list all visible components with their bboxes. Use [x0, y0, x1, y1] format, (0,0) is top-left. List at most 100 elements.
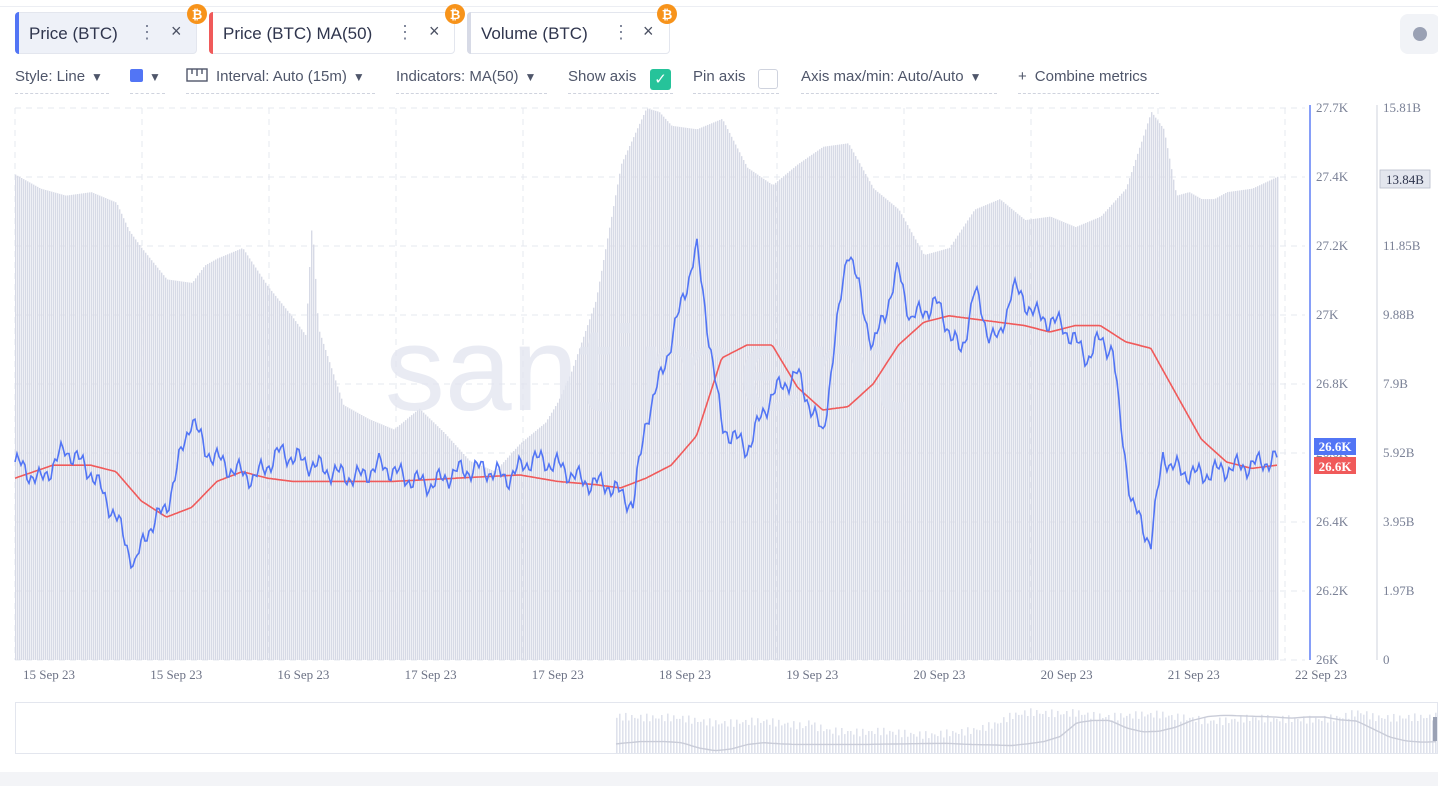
volume-bar: [1055, 218, 1057, 660]
volume-bar: [721, 119, 723, 661]
navigator-bar: [1408, 714, 1410, 753]
volume-bar: [861, 166, 863, 660]
volume-bar: [147, 255, 149, 660]
navigator-bar: [955, 732, 957, 753]
volume-bar: [497, 468, 499, 660]
navigator-bar: [1330, 714, 1332, 753]
record-button[interactable]: [1400, 14, 1438, 54]
volume-bar: [923, 253, 925, 660]
volume-bar: [483, 466, 485, 660]
show-axis-checkbox[interactable]: ✓: [650, 69, 671, 90]
volume-bar: [323, 343, 325, 660]
pin-axis-checkbox[interactable]: [758, 69, 778, 89]
volume-bar: [507, 457, 509, 660]
navigator-bar: [694, 717, 696, 753]
volume-bar: [139, 244, 141, 660]
volume-bar: [699, 128, 701, 660]
volume-bar: [979, 207, 981, 660]
volume-bar: [371, 420, 373, 660]
volume-bar: [555, 406, 557, 660]
pin-axis-toggle[interactable]: Pin axis: [693, 68, 779, 94]
volume-bar: [519, 444, 521, 660]
volume-bar: [455, 445, 457, 660]
volume-bar: [65, 195, 67, 660]
navigator-bar: [703, 719, 705, 753]
navigator-bar: [1231, 719, 1233, 753]
volume-bar: [1139, 147, 1141, 660]
volume-bar: [471, 461, 473, 660]
volume-bar: [937, 251, 939, 661]
combine-metrics-button[interactable]: + Combine metrics: [1018, 68, 1159, 94]
volume-bar: [349, 408, 351, 660]
volume-bar: [933, 252, 935, 660]
volume-bar: [287, 310, 289, 660]
metric-tab-price-ma[interactable]: Price (BTC) MA(50) ⋮ × ₿: [209, 4, 465, 54]
close-icon[interactable]: ×: [171, 21, 182, 41]
navigator-bar: [1285, 723, 1287, 753]
indicators-dropdown[interactable]: Indicators: MA(50) ▼: [396, 68, 547, 94]
price-tick-label: 26K: [1316, 652, 1339, 667]
show-axis-toggle[interactable]: Show axis: [568, 68, 673, 94]
navigator-bar: [844, 734, 846, 753]
volume-bar: [785, 174, 787, 660]
navigator-bar: [1246, 714, 1248, 753]
interval-dropdown[interactable]: Interval: Auto (15m) ▼: [186, 68, 375, 94]
volume-bar: [17, 175, 19, 660]
navigator-bar: [1048, 716, 1050, 753]
volume-bar: [761, 177, 763, 660]
volume-bar: [103, 197, 105, 661]
ruler-icon: [186, 68, 208, 82]
navigator-bar: [634, 717, 636, 753]
more-options-icon[interactable]: ⋮: [138, 22, 156, 42]
volume-bar: [1221, 195, 1223, 660]
volume-bar: [795, 166, 797, 660]
more-options-icon[interactable]: ⋮: [612, 22, 630, 42]
volume-bar: [143, 250, 145, 661]
navigator-bar: [1042, 714, 1044, 753]
volume-bar: [159, 270, 161, 660]
color-dropdown[interactable]: ▼: [130, 68, 165, 94]
volume-bar: [927, 254, 929, 661]
chart-canvas[interactable]: santiment 27.7K 27.4K 27.2K 27K 26.8K 26.6K 26…: [0, 100, 1438, 700]
volume-bar: [569, 376, 571, 660]
navigator-bar: [1378, 715, 1380, 753]
style-dropdown[interactable]: Style: Line ▼: [15, 68, 109, 94]
close-icon[interactable]: ×: [643, 21, 654, 41]
more-options-icon[interactable]: ⋮: [396, 22, 414, 42]
navigator-bar: [961, 729, 963, 753]
navigator-bar: [772, 718, 774, 753]
volume-bar: [481, 465, 483, 660]
volume-bar: [433, 422, 435, 660]
volume-bar: [637, 128, 639, 660]
bitcoin-icon: ₿: [657, 4, 677, 24]
navigator-bar: [793, 721, 795, 753]
volume-bar: [687, 127, 689, 660]
volume-bar: [369, 419, 371, 660]
navigator-bar: [631, 715, 633, 753]
metric-tab-price[interactable]: Price (BTC) ⋮ × ₿: [15, 4, 207, 54]
navigator-bar: [1153, 717, 1155, 753]
volume-bar: [575, 359, 577, 660]
navigator-bar: [1375, 721, 1377, 753]
volume-bar: [47, 190, 49, 660]
volume-bar: [627, 150, 629, 660]
navigator-bar: [1087, 712, 1089, 753]
navigator-bar: [802, 728, 804, 753]
navigator-bar: [1411, 721, 1413, 753]
volume-bar: [1161, 125, 1163, 660]
volume-bar: [187, 282, 189, 660]
volume-bar: [767, 181, 769, 660]
navigator-bar: [919, 731, 921, 753]
metric-tab-volume[interactable]: Volume (BTC) ⋮ × ₿: [467, 4, 677, 54]
volume-bar: [531, 434, 533, 660]
volume-bar: [493, 470, 495, 660]
price-last-value: 26.6K: [1319, 439, 1353, 454]
axis-maxmin-dropdown[interactable]: Axis max/min: Auto/Auto ▼: [801, 68, 997, 94]
navigator-bar: [811, 724, 813, 753]
metric-tab-label: Price (BTC): [29, 24, 118, 43]
volume-bar: [639, 123, 641, 660]
close-icon[interactable]: ×: [429, 21, 440, 41]
volume-bar: [437, 426, 439, 660]
range-navigator[interactable]: [15, 702, 1438, 754]
navigator-bar: [1324, 715, 1326, 753]
